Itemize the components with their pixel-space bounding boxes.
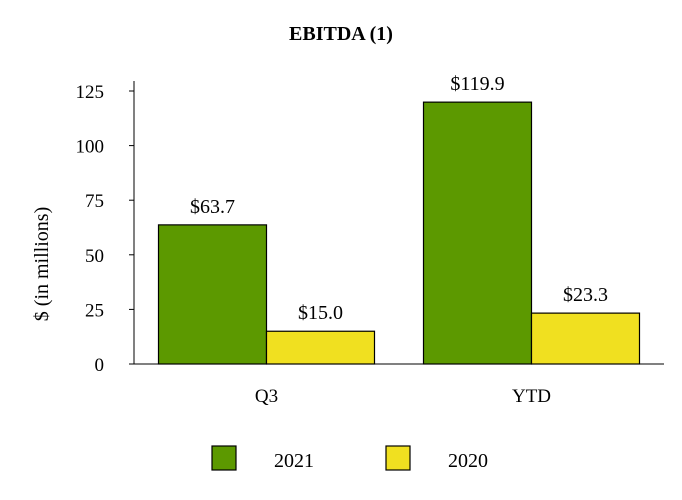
data-label: $119.9 bbox=[450, 73, 504, 95]
data-label: $63.7 bbox=[190, 196, 235, 218]
bar-2020-ytd bbox=[530, 312, 641, 365]
legend-label-2020: 2020 bbox=[448, 450, 488, 472]
y-tick-label: 125 bbox=[76, 82, 105, 103]
bar-2020-q3 bbox=[265, 330, 376, 365]
x-axis-categories: Q3 YTD bbox=[255, 386, 551, 407]
y-tick-label: 50 bbox=[85, 246, 104, 267]
y-tick-label: 25 bbox=[85, 300, 104, 321]
y-tick-label: 0 bbox=[95, 355, 105, 376]
x-category-label: YTD bbox=[512, 386, 551, 407]
bar-2021-q3 bbox=[157, 224, 268, 365]
data-labels: $63.7 $15.0 $119.9 $23.3 bbox=[190, 73, 608, 324]
bars bbox=[157, 101, 641, 365]
legend: 2021 2020 bbox=[211, 445, 488, 472]
y-tick-label: 100 bbox=[76, 137, 105, 158]
legend-label-2021: 2021 bbox=[274, 450, 314, 472]
x-category-label: Q3 bbox=[255, 386, 278, 407]
y-axis-label: $ (in millions) bbox=[31, 207, 53, 321]
bar-2021-ytd bbox=[422, 101, 533, 365]
legend-swatch-2020 bbox=[385, 445, 411, 471]
legend-swatch-2021 bbox=[211, 445, 237, 471]
data-label: $23.3 bbox=[563, 284, 608, 306]
chart-title: EBITDA (1) bbox=[289, 23, 393, 45]
y-axis-ticks: 0 25 50 75 100 125 bbox=[76, 82, 134, 376]
data-label: $15.0 bbox=[298, 302, 343, 324]
y-tick-label: 75 bbox=[85, 191, 104, 212]
